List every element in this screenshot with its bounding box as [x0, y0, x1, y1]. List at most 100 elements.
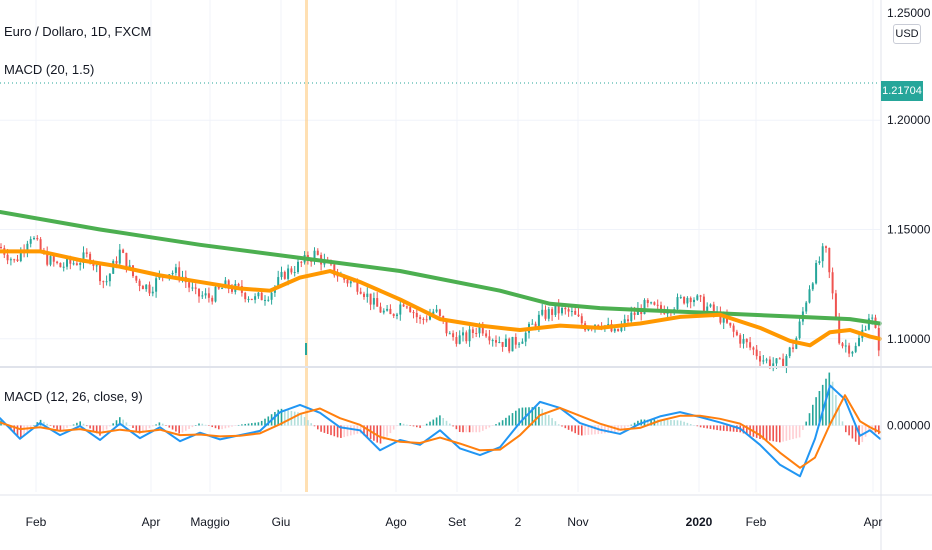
- candle-body: [141, 285, 144, 290]
- candle-body: [613, 328, 616, 332]
- price-tick-label: 1.15000: [887, 222, 931, 236]
- macd-histogram-bar: [673, 420, 675, 426]
- date-tick-label: Nov: [567, 515, 588, 529]
- candle-body: [250, 298, 253, 300]
- macd-histogram-bar: [386, 425, 388, 437]
- candle-body: [834, 293, 837, 319]
- candle-body: [518, 343, 521, 345]
- candle-body: [788, 347, 791, 357]
- candle-body: [0, 246, 2, 249]
- macd-histogram-bar: [518, 408, 520, 426]
- macd-histogram-bar: [109, 425, 111, 427]
- macd-histogram-bar: [399, 422, 402, 426]
- macd-histogram-bar: [663, 419, 666, 426]
- date-tick-label: Ago: [385, 515, 407, 529]
- macd-histogram-bar: [155, 424, 157, 426]
- candle-body: [313, 250, 316, 262]
- candle-body: [118, 249, 121, 264]
- candle-body: [89, 253, 92, 263]
- candle-body: [580, 316, 583, 324]
- candle-body: [46, 252, 49, 265]
- candle-body: [389, 308, 392, 315]
- candle-body: [531, 323, 534, 325]
- candle-body: [13, 259, 16, 261]
- macd-histogram-bar: [442, 418, 444, 426]
- candle-body: [247, 298, 250, 300]
- macd-histogram-bar: [637, 420, 639, 426]
- candle-body: [108, 273, 111, 282]
- candle-body: [264, 299, 266, 301]
- date-tick-label: Maggio: [190, 515, 230, 529]
- candle-body: [749, 342, 752, 348]
- candle-body: [392, 314, 395, 316]
- candle-body: [188, 282, 191, 288]
- candle-body: [755, 349, 758, 357]
- candle-body: [217, 286, 220, 289]
- candle-body: [627, 319, 629, 322]
- macd-histogram-bar: [317, 425, 319, 430]
- candle-body: [557, 304, 560, 314]
- candle-body: [69, 258, 72, 264]
- candle-body: [709, 304, 712, 307]
- candle-body: [438, 309, 441, 316]
- candle-body: [660, 305, 662, 311]
- macd-histogram-bar: [208, 425, 210, 426]
- macd-histogram-bar: [449, 423, 451, 426]
- candle-body: [729, 322, 732, 326]
- macd-histogram-bar: [765, 425, 768, 441]
- macd-histogram-bar: [66, 425, 68, 428]
- currency-button[interactable]: USD: [893, 24, 921, 44]
- macd-histogram-bar: [686, 422, 689, 426]
- macd-histogram-bar: [95, 425, 98, 434]
- macd-histogram-bar: [359, 425, 362, 434]
- candle-body: [699, 295, 702, 297]
- candle-body: [359, 291, 362, 294]
- candle-body: [211, 297, 214, 302]
- macd-histogram-bar: [769, 425, 771, 441]
- macd-histogram-bar: [465, 425, 468, 433]
- macd-histogram-bar: [115, 420, 118, 426]
- candle-body: [495, 340, 497, 343]
- macd-histogram-bar: [633, 422, 636, 426]
- price-pane[interactable]: [0, 0, 882, 492]
- candle-body: [145, 284, 148, 290]
- candle-body: [514, 336, 517, 345]
- candle-body: [762, 360, 765, 362]
- macd-histogram-bar: [89, 425, 91, 429]
- macd-histogram-bar: [736, 425, 738, 432]
- macd-histogram-bar: [161, 423, 164, 426]
- macd-histogram-bar: [544, 411, 547, 426]
- macd-histogram-bar: [788, 425, 791, 440]
- candle-body: [811, 283, 814, 290]
- candle-body: [792, 347, 794, 349]
- candle-body: [630, 312, 633, 322]
- macd-histogram-bar: [785, 425, 788, 441]
- date-tick-label: Apr: [864, 515, 883, 529]
- candle-body: [772, 363, 775, 367]
- macd-histogram-bar: [280, 408, 283, 426]
- candle-body: [726, 315, 728, 323]
- macd-histogram-bar: [122, 419, 124, 426]
- candle-body: [597, 324, 600, 327]
- macd-histogram-bar: [300, 413, 303, 426]
- macd-histogram-bar: [135, 425, 138, 431]
- candle-body: [297, 261, 299, 273]
- macd-pane[interactable]: [0, 372, 881, 478]
- macd-histogram-bar: [670, 419, 672, 426]
- macd-histogram-bar: [178, 425, 180, 434]
- macd-histogram-bar: [204, 424, 207, 426]
- candle-body: [79, 263, 82, 265]
- macd-histogram-bar: [693, 425, 695, 426]
- candle-body: [501, 342, 504, 347]
- candle-body: [237, 283, 240, 286]
- candle-body: [521, 341, 524, 344]
- macd-histogram-bar: [313, 425, 316, 427]
- candle-body: [633, 312, 636, 315]
- candle-body: [316, 250, 319, 255]
- macd-histogram-bar: [425, 423, 428, 426]
- candle-body: [260, 292, 263, 301]
- candle-body: [9, 259, 12, 261]
- candle-body: [425, 319, 428, 321]
- candle-body: [39, 239, 42, 251]
